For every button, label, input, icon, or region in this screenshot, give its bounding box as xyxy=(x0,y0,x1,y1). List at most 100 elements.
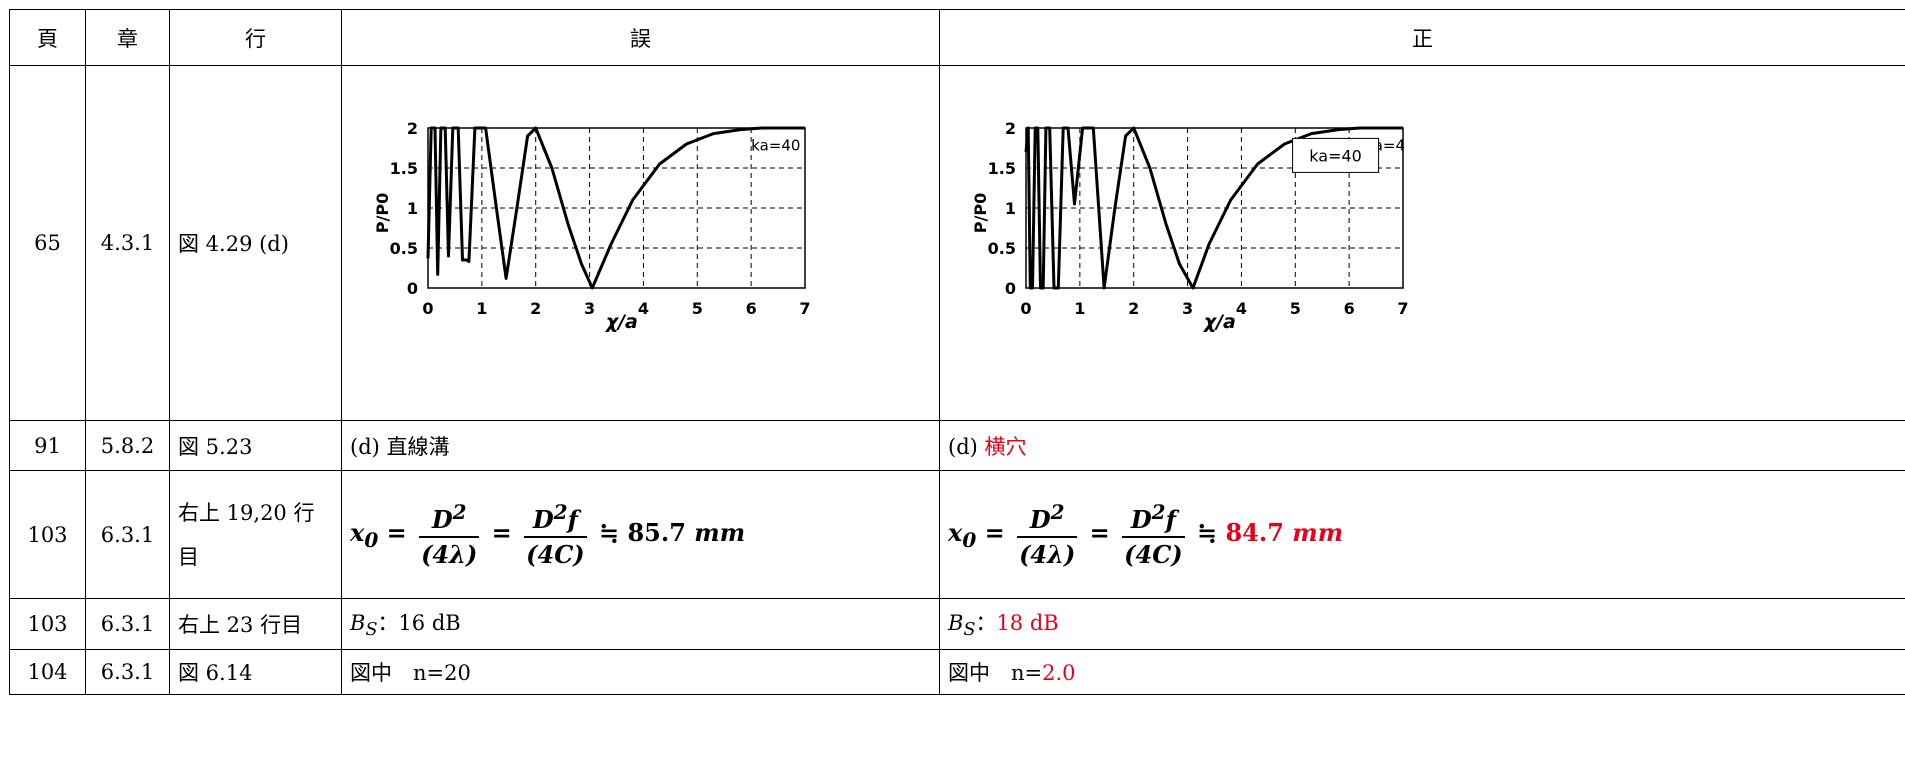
formula-lhs: x xyxy=(350,518,365,547)
frac-den: (4λ) xyxy=(421,540,478,569)
y-tick-label: 1 xyxy=(1005,199,1016,218)
line-cell: 右上 23 行目 xyxy=(169,598,342,650)
correction-text: 2.0 xyxy=(1042,661,1076,685)
frac-num: D xyxy=(431,505,453,534)
header-correct: 正 xyxy=(939,9,1905,66)
x-tick-label: 2 xyxy=(530,299,541,318)
page-cell: 65 xyxy=(9,65,86,421)
annotation-text: ka=40 xyxy=(1309,146,1362,165)
correct-formula: x0 = D2 (4λ) = D2f (4C) ≒ 84.7 mm xyxy=(948,500,1344,569)
formula-fraction: D2f (4C) xyxy=(524,500,587,569)
correct-text-cell: (d) 横穴 xyxy=(939,420,1905,471)
chapter-cell: 6.3.1 xyxy=(85,598,170,650)
x-tick-label: 7 xyxy=(1397,299,1408,318)
formula-lhs-sub: 0 xyxy=(364,527,379,552)
chapter-cell: 5.8.2 xyxy=(85,420,170,471)
line-cell: 右上 19,20 行目 xyxy=(169,470,342,599)
chapter-cell: 6.3.1 xyxy=(85,649,170,695)
approx-sign: ≒ xyxy=(599,518,620,547)
x-tick-label: 0 xyxy=(1020,299,1031,318)
correct-prefix: (d) xyxy=(948,434,985,459)
header-line: 行 xyxy=(169,9,342,66)
wrong-text-cell: 図中 n=20 xyxy=(341,649,940,695)
formula-lhs-sub: 0 xyxy=(962,527,977,552)
x-tick-label: 6 xyxy=(746,299,757,318)
y-tick-label: 1 xyxy=(407,199,418,218)
line-cell: 図 4.29 (d) xyxy=(169,65,342,421)
y-tick-label: 0.5 xyxy=(390,239,418,258)
symbol-b: B xyxy=(948,611,964,636)
x-tick-label: 2 xyxy=(1128,299,1139,318)
y-tick-label: 0 xyxy=(1005,279,1016,298)
series-line xyxy=(426,126,805,289)
x-tick-label: 1 xyxy=(476,299,487,318)
x-tick-label: 4 xyxy=(1236,299,1247,318)
wrong-chart-cell: 0 1 2 3 4 5 6 7 0 0.5 1 1.5 2 χ/a P/P0 ka=40 xyxy=(341,65,940,421)
symbol-sub: S xyxy=(365,620,378,641)
wrong-text: ：16 dB xyxy=(377,611,461,636)
formula-lhs: x xyxy=(948,518,963,547)
wrong-formula-cell: x0 = D2 (4λ) = D2f (4C) ≒ 85.7 mm xyxy=(341,470,940,599)
frac-num-tail: f xyxy=(1165,505,1176,534)
correct-prefix: 図中 n= xyxy=(948,661,1043,685)
symbol-sub: S xyxy=(963,620,976,641)
wrong-text-cell: (d) 直線溝 xyxy=(341,420,940,471)
frac-num: D xyxy=(532,505,554,534)
x-tick-label: 3 xyxy=(1182,299,1193,318)
frac-num-sup: 2 xyxy=(553,500,568,524)
annotation-box xyxy=(1292,137,1380,173)
x-tick-label: 6 xyxy=(1344,299,1355,318)
x-tick-label: 3 xyxy=(584,299,595,318)
correct-formula-cell: x0 = D2 (4λ) = D2f (4C) ≒ 84.7 mm xyxy=(939,470,1905,599)
page-cell: 104 xyxy=(9,649,86,695)
header-row: 頁 章 行 誤 正 xyxy=(9,9,1905,66)
frac-num-sup: 2 xyxy=(1151,500,1166,524)
symbol-b: B xyxy=(350,611,366,636)
formula-fraction: D2 (4λ) xyxy=(1017,500,1078,569)
frac-num-sup: 2 xyxy=(1050,500,1065,524)
unit: mm xyxy=(1292,518,1344,547)
x-axis-label: χ/a xyxy=(605,311,638,333)
formula-fraction: D2f (4C) xyxy=(1122,500,1185,569)
page-cell: 103 xyxy=(9,470,86,599)
frac-num: D xyxy=(1130,505,1152,534)
correction-text: 18 dB xyxy=(996,611,1059,636)
y-tick-label: 2 xyxy=(407,119,418,138)
line-cell: 図 5.23 xyxy=(169,420,342,471)
y-axis-label: P/P0 xyxy=(971,192,990,232)
chapter-cell: 6.3.1 xyxy=(85,470,170,599)
table-row: 103 6.3.1 右上 19,20 行目 x0 = D2 (4λ) = D2f(… xyxy=(9,470,1905,599)
formula-fraction: D2 (4λ) xyxy=(419,500,480,569)
table-row: 104 6.3.1 図 6.14 図中 n=20 図中 n=2.0 xyxy=(9,649,1905,695)
x-tick-label: 5 xyxy=(1290,299,1301,318)
x-tick-label: 7 xyxy=(799,299,810,318)
correct-chart-cell: 0 1 2 3 4 5 6 7 0 0.5 1 1.5 2 χ/a P/P0 ka=4 ka=40 xyxy=(939,65,1905,421)
correct-prefix: ： xyxy=(975,611,997,636)
plot-frame xyxy=(1025,126,1404,289)
x-tick-label: 5 xyxy=(692,299,703,318)
page-cell: 103 xyxy=(9,598,86,650)
y-tick-label: 2 xyxy=(1005,119,1016,138)
x-tick-label: 4 xyxy=(638,299,649,318)
frac-den: (4λ) xyxy=(1019,540,1076,569)
wrong-text-cell: BS：16 dB xyxy=(341,598,940,650)
wrong-formula: x0 = D2 (4λ) = D2f (4C) ≒ 85.7 mm xyxy=(350,500,746,569)
x-axis-label: χ/a xyxy=(1203,311,1236,333)
header-page: 頁 xyxy=(9,9,86,66)
y-tick-label: 0 xyxy=(407,279,418,298)
frac-num-sup: 2 xyxy=(452,500,467,524)
frac-num: D xyxy=(1029,505,1051,534)
approx-sign: ≒ xyxy=(1197,518,1218,547)
correct-text-cell: 図中 n=2.0 xyxy=(939,649,1905,695)
y-tick-label: 1.5 xyxy=(988,159,1016,178)
chapter-cell: 4.3.1 xyxy=(85,65,170,421)
y-tick-label: 1.5 xyxy=(390,159,418,178)
correct-value: 84.7 xyxy=(1225,518,1284,547)
correct-text-cell: BS：18 dB xyxy=(939,598,1905,650)
frac-den: (4C) xyxy=(1124,540,1183,569)
header-chapter: 章 xyxy=(85,9,170,66)
annotation-text: ka=40 xyxy=(751,136,800,154)
x-tick-label: 0 xyxy=(422,299,433,318)
